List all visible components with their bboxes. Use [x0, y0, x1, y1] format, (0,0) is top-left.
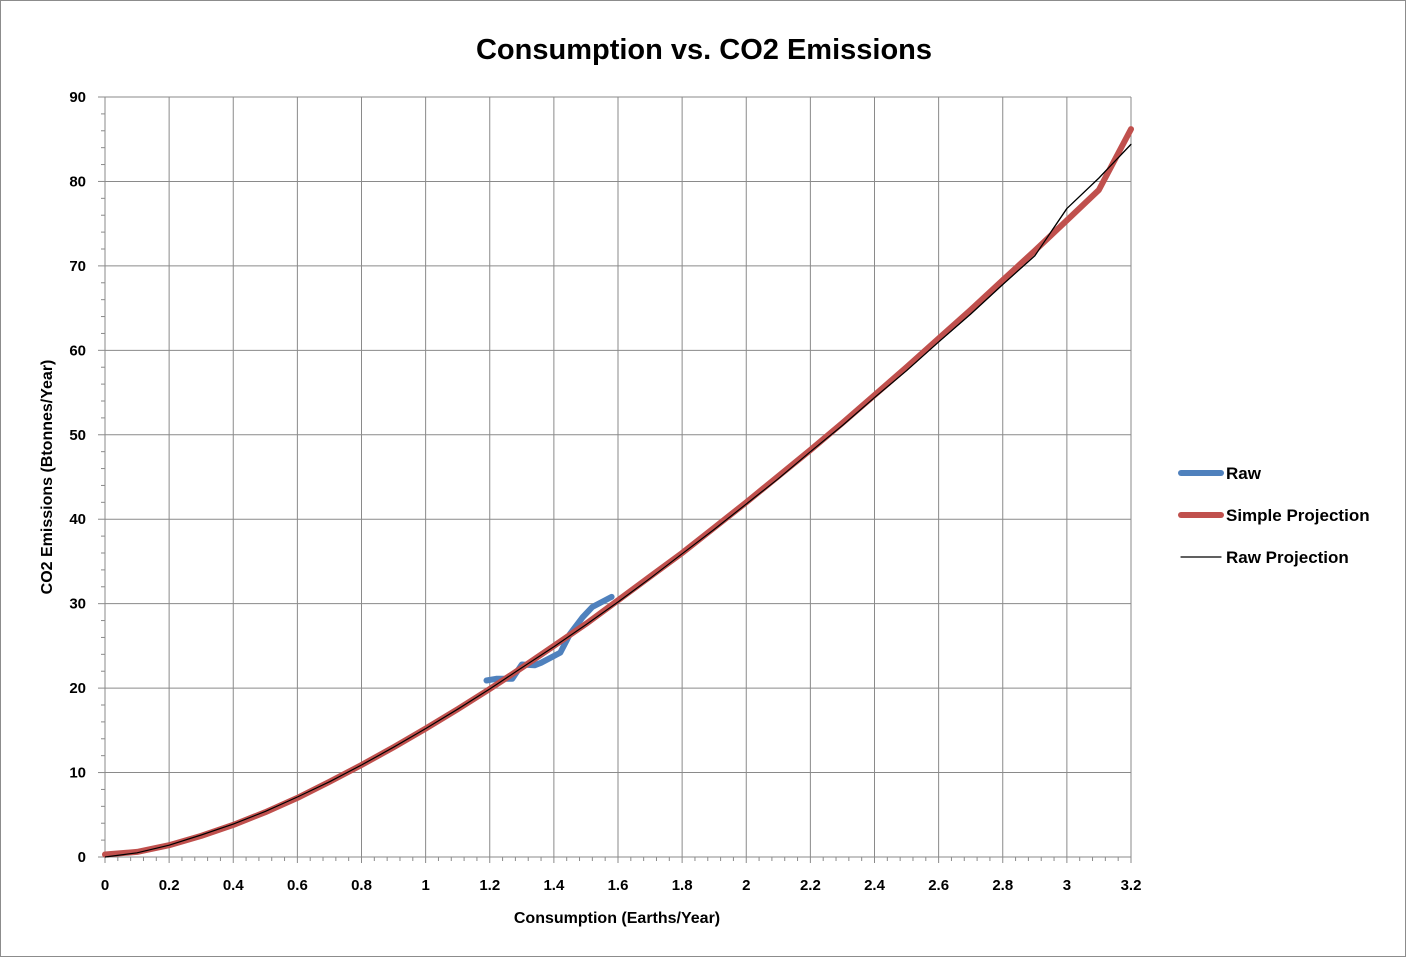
x-tick-label: 1.6 [608, 877, 629, 894]
minor-ticks-layer [101, 113, 1119, 861]
series-line-raw-projection-overlay [104, 143, 1132, 858]
x-tick-label: 2.8 [992, 877, 1013, 894]
x-tick-label: 0.8 [351, 877, 372, 894]
x-tick-label: 0 [101, 877, 109, 894]
y-tick-label: 40 [69, 511, 86, 528]
grid-layer [105, 96, 1132, 857]
chart-title: Consumption vs. CO2 Emissions [476, 34, 932, 66]
x-tick-label: 1.2 [479, 877, 500, 894]
y-tick-label: 0 [78, 849, 86, 866]
x-tick-label: 2.6 [928, 877, 949, 894]
series-line-simple-projection [102, 126, 1134, 858]
x-tick-label: 1.4 [543, 877, 565, 894]
y-tick-label: 70 [69, 258, 86, 275]
legend-label-raw: Raw [1226, 464, 1262, 483]
x-tick-label: 2.2 [800, 877, 821, 894]
axis-layer [98, 96, 1132, 863]
y-tick-label: 10 [69, 765, 86, 782]
x-tick-label: 0.2 [159, 877, 180, 894]
x-tick-label: 3 [1063, 877, 1071, 894]
x-tick-label: 2.4 [864, 877, 886, 894]
y-tick-label: 80 [69, 173, 86, 190]
y-axis-label: CO2 Emissions (Btonnes/Year) [39, 360, 56, 595]
y-tick-label: 30 [69, 596, 86, 613]
legend-label-simple-projection: Simple Projection [1226, 506, 1370, 525]
legend-label-raw-projection: Raw Projection [1226, 548, 1349, 567]
y-tick-labels: 0 10 20 30 40 50 60 70 80 90 [69, 89, 86, 866]
x-tick-label: 1 [421, 877, 429, 894]
x-tick-label: 0.4 [223, 877, 245, 894]
series-line-raw [483, 593, 615, 684]
y-tick-label: 90 [69, 89, 86, 106]
y-tick-label: 60 [69, 342, 86, 359]
legend: Raw Simple Projection Raw Projection [1178, 464, 1370, 567]
y-tick-label: 20 [69, 680, 86, 697]
series-layer [102, 126, 1134, 858]
x-axis-label: Consumption (Earths/Year) [514, 910, 720, 927]
x-tick-labels: 0 0.2 0.4 0.6 0.8 1 1.2 1.4 1.6 1.8 2 2.2 2.4 2.6 2.8 3… [101, 877, 1142, 894]
y-tick-label: 50 [69, 427, 86, 444]
x-tick-label: 3.2 [1121, 877, 1142, 894]
x-tick-label: 1.8 [672, 877, 693, 894]
x-tick-label: 2 [742, 877, 750, 894]
x-tick-label: 0.6 [287, 877, 308, 894]
